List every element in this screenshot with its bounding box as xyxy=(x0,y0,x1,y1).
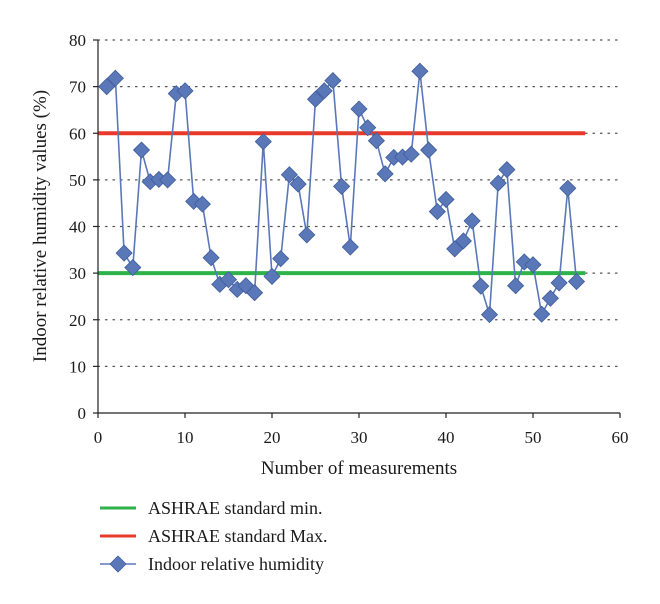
humidity-point xyxy=(359,119,377,137)
y-tick-label: 70 xyxy=(69,78,86,97)
humidity-point xyxy=(280,166,298,184)
humidity-point xyxy=(263,267,281,285)
humidity-point xyxy=(402,145,420,163)
humidity-point xyxy=(489,174,507,192)
humidity-point xyxy=(367,132,385,150)
axes xyxy=(93,39,621,418)
humidity-point xyxy=(254,133,272,151)
humidity-point xyxy=(567,272,586,291)
y-tick-label: 50 xyxy=(69,171,86,190)
humidity-point xyxy=(446,240,464,258)
x-tick-label: 40 xyxy=(438,428,455,447)
humidity-point xyxy=(289,175,307,193)
legend-label: Indoor relative humidity xyxy=(148,554,324,574)
humidity-point xyxy=(237,277,255,295)
humidity-point xyxy=(559,179,577,197)
humidity-point xyxy=(533,305,551,323)
humidity-series xyxy=(98,62,586,324)
humidity-point xyxy=(324,71,342,90)
humidity-point xyxy=(98,78,116,96)
y-tick-label: 80 xyxy=(69,31,86,50)
humidity-point xyxy=(246,284,264,302)
y-tick-label: 20 xyxy=(69,311,86,330)
humidity-point xyxy=(298,226,316,244)
y-tick-label: 0 xyxy=(78,404,87,423)
humidity-point xyxy=(541,289,559,307)
humidity-point xyxy=(132,141,151,159)
humidity-point xyxy=(306,90,325,108)
humidity-point xyxy=(376,165,394,183)
y-tick-label: 40 xyxy=(69,218,86,237)
humidity-point xyxy=(437,190,455,209)
x-tick-label: 20 xyxy=(264,428,281,447)
humidity-point xyxy=(219,271,238,289)
humidity-point xyxy=(333,177,351,195)
legend-label: ASHRAE standard Max. xyxy=(148,526,327,546)
humidity-point xyxy=(341,238,359,256)
humidity-point xyxy=(115,244,133,262)
humidity-point xyxy=(420,141,438,159)
humidity-point xyxy=(463,212,481,230)
legend-label: ASHRAE standard min. xyxy=(148,498,323,518)
humidity-point xyxy=(472,277,490,295)
humidity-point xyxy=(176,82,194,100)
x-axis-title: Number of measurements xyxy=(261,458,457,479)
humidity-point xyxy=(350,100,368,118)
humidity-point xyxy=(193,195,211,213)
humidity-point xyxy=(315,82,333,100)
humidity-point xyxy=(454,232,472,250)
humidity-point xyxy=(428,203,446,221)
tick-labels: 0 10 20 30 40 50 60 70 80 0 10 20 30 40 50 60 xyxy=(69,31,629,447)
x-tick-label: 0 xyxy=(94,428,103,447)
reference-lines xyxy=(98,131,586,276)
humidity-point xyxy=(202,249,220,267)
legend-swatch-marker xyxy=(109,555,127,573)
y-tick-label: 10 xyxy=(69,357,86,376)
humidity-point xyxy=(106,69,124,87)
humidity-point xyxy=(480,306,499,324)
humidity-point xyxy=(507,277,525,295)
humidity-point xyxy=(272,250,290,268)
y-tick-label: 30 xyxy=(69,264,86,283)
humidity-point xyxy=(159,171,177,189)
x-tick-label: 60 xyxy=(612,428,629,447)
humidity-point xyxy=(124,258,142,277)
humidity-point xyxy=(498,161,516,179)
x-tick-label: 10 xyxy=(177,428,194,447)
x-tick-label: 50 xyxy=(525,428,542,447)
y-tick-label: 60 xyxy=(69,124,86,143)
x-tick-label: 30 xyxy=(351,428,368,447)
humidity-point xyxy=(550,274,568,292)
y-axis-title: Indoor relative humidity values (%) xyxy=(30,90,51,362)
legend: ASHRAE standard min. ASHRAE standard Max.… xyxy=(100,498,327,574)
humidity-point xyxy=(411,62,429,80)
humidity-point xyxy=(524,256,542,274)
